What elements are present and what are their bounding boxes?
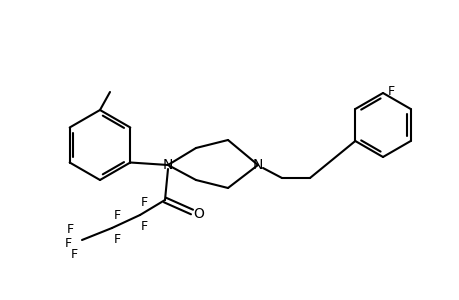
Text: F: F [66,224,73,236]
Text: F: F [140,220,147,233]
Text: F: F [113,209,120,223]
Text: N: N [252,158,263,172]
Text: N: N [162,158,173,172]
Text: F: F [140,196,147,209]
Text: F: F [386,85,394,98]
Text: F: F [64,238,72,250]
Text: F: F [70,248,78,260]
Text: O: O [193,207,204,221]
Text: F: F [113,233,120,247]
